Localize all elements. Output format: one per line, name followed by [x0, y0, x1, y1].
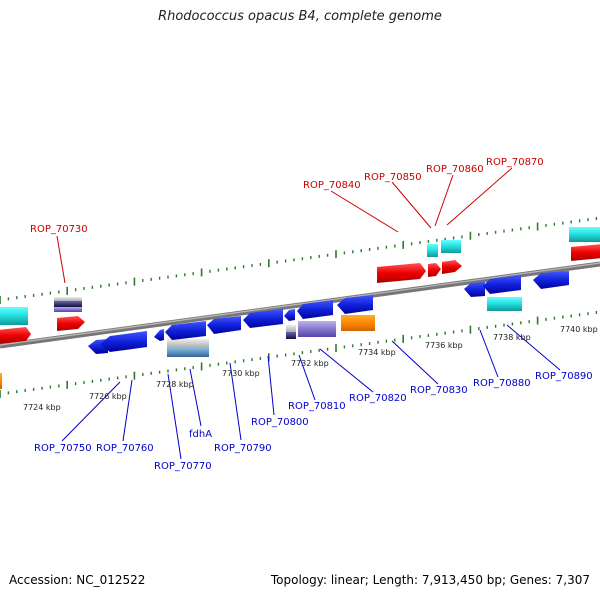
- kbp-label: 7728 kbp: [156, 380, 194, 389]
- kbp-label: 7730 kbp: [222, 369, 260, 378]
- gene-ROP_70790[interactable]: [243, 309, 283, 328]
- gene-blue-small[interactable]: [154, 329, 164, 341]
- kbp-label: 7726 kbp: [89, 392, 127, 401]
- gene-cyan-70870[interactable]: [441, 240, 461, 253]
- kbp-label: 7740 kbp: [560, 325, 598, 334]
- gene-teal-stack[interactable]: [167, 348, 209, 357]
- kbp-label: 7736 kbp: [425, 341, 463, 350]
- gene-label-ROP_70870[interactable]: ROP_70870: [486, 157, 544, 168]
- gene-label-ROP_70760[interactable]: ROP_70760: [96, 443, 154, 454]
- gene-label-ROP_70850[interactable]: ROP_70850: [364, 172, 422, 183]
- gene-cyan-left[interactable]: [0, 307, 28, 325]
- reverse-gene-labels: ROP_70750 ROP_70760 ROP_70770 fdhA ROP_7…: [34, 371, 593, 472]
- gene-grey-stack[interactable]: [167, 339, 209, 348]
- kbp-scale: 7724 kbp 7726 kbp 7728 kbp 7730 kbp 7732…: [23, 325, 598, 412]
- kbp-label: 7738 kbp: [493, 333, 531, 342]
- kbp-label: 7734 kbp: [358, 348, 396, 357]
- gene-blue-70880b[interactable]: [483, 275, 521, 294]
- gene-red-right[interactable]: [571, 244, 600, 261]
- gene-ROP_70770[interactable]: [165, 321, 206, 340]
- gene-label-ROP_70770[interactable]: ROP_70770: [154, 461, 212, 472]
- reverse-leader-lines: [61, 324, 561, 460]
- gene-ROP_70840[interactable]: [377, 263, 426, 283]
- gene-ROP_70890[interactable]: [533, 271, 569, 289]
- gene-label-ROP_70890[interactable]: ROP_70890: [535, 371, 593, 382]
- gene-cyan-70850[interactable]: [427, 244, 438, 257]
- gene-label-ROP_70800[interactable]: ROP_70800: [251, 417, 309, 428]
- gene-label-ROP_70820[interactable]: ROP_70820: [349, 393, 407, 404]
- gene-label-ROP_70750[interactable]: ROP_70750: [34, 443, 92, 454]
- gene-ROP_70810[interactable]: [298, 321, 336, 337]
- reverse-strand-ticks: [0, 310, 598, 398]
- gene-grey-small[interactable]: [286, 325, 296, 332]
- gene-label-ROP_70810[interactable]: ROP_70810: [288, 401, 346, 412]
- gene-blue-tiny[interactable]: [284, 309, 295, 321]
- gene-label-ROP_70730[interactable]: ROP_70730: [30, 224, 88, 235]
- gene-ROP_70760[interactable]: [100, 331, 147, 352]
- forward-strand-ticks: [0, 216, 598, 304]
- gene-label-ROP_70880[interactable]: ROP_70880: [473, 378, 531, 389]
- gene-ROP_70850[interactable]: [428, 263, 441, 277]
- forward-gene-labels: ROP_70730 ROP_70840 ROP_70850 ROP_70860 …: [30, 157, 544, 235]
- gene-label-ROP_70830[interactable]: ROP_70830: [410, 385, 468, 396]
- gene-label-ROP_70860[interactable]: ROP_70860: [426, 164, 484, 175]
- gene-orange-left[interactable]: [0, 373, 2, 389]
- gene-ROP_70820[interactable]: [337, 295, 373, 314]
- gene-multicolor-stack[interactable]: [54, 297, 82, 312]
- kbp-label: 7724 kbp: [23, 403, 61, 412]
- genome-title: Rhodococcus opacus B4, complete genome: [158, 9, 442, 24]
- gene-label-ROP_70840[interactable]: ROP_70840: [303, 180, 361, 191]
- gene-fdhA[interactable]: [207, 316, 241, 334]
- reverse-genes: [0, 271, 569, 389]
- gene-ROP_70730[interactable]: [57, 316, 85, 331]
- gene-ROP_70860[interactable]: [442, 260, 462, 274]
- gene-orange-70830[interactable]: [341, 315, 375, 331]
- forward-leader-lines: [56, 167, 513, 284]
- gene-cyan-70880[interactable]: [487, 297, 522, 311]
- topology-text: Topology: linear; Length: 7,913,450 bp; …: [270, 573, 590, 587]
- gene-ROP_70800[interactable]: [297, 300, 333, 319]
- gene-label-ROP_70790[interactable]: ROP_70790: [214, 443, 272, 454]
- chromosome-backbone: [0, 261, 600, 349]
- kbp-label: 7732 kbp: [291, 359, 329, 368]
- gene-red-left[interactable]: [0, 327, 31, 344]
- gene-navy-small[interactable]: [286, 332, 296, 339]
- accession-text: Accession: NC_012522: [9, 573, 146, 587]
- gene-ROP_70880[interactable]: [464, 282, 485, 297]
- gene-cyan-right[interactable]: [569, 227, 600, 242]
- forward-genes: [0, 227, 600, 344]
- gene-label-fdhA[interactable]: fdhA: [189, 429, 212, 440]
